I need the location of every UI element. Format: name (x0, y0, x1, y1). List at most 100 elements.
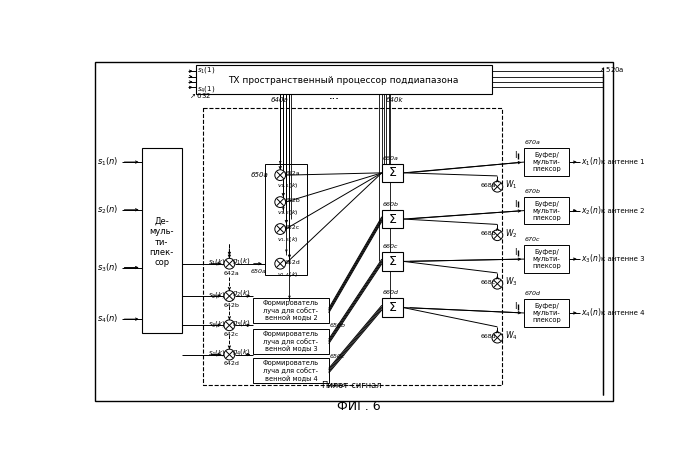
Text: 650d: 650d (330, 383, 346, 388)
Text: ФИГ. 6: ФИГ. 6 (337, 400, 381, 413)
Text: $W_4$: $W_4$ (505, 330, 518, 342)
Circle shape (224, 259, 234, 269)
Text: $\Sigma$: $\Sigma$ (388, 255, 397, 268)
Circle shape (224, 291, 234, 301)
Circle shape (492, 181, 503, 192)
Text: $s_1(1)$: $s_1(1)$ (197, 65, 216, 75)
Text: $v_{1,1}(k)$: $v_{1,1}(k)$ (277, 182, 299, 191)
Text: $W_3$: $W_3$ (505, 276, 517, 288)
Bar (382, 252, 403, 271)
Text: $W_2$: $W_2$ (505, 227, 517, 240)
Text: Буфер/
мульти-
плексор: Буфер/ мульти- плексор (532, 303, 561, 323)
Text: 650a: 650a (251, 269, 267, 274)
Text: I: I (514, 200, 517, 209)
Circle shape (224, 349, 234, 360)
Text: $s_2(n)$: $s_2(n)$ (97, 204, 118, 216)
Text: Формирователь
луча для собст-
венной моды 2: Формирователь луча для собст- венной мод… (263, 300, 319, 321)
Bar (203, 108, 502, 385)
Circle shape (224, 320, 234, 331)
Text: $v_{1,3}(k)$: $v_{1,3}(k)$ (277, 236, 299, 245)
Text: 670b: 670b (524, 189, 540, 193)
Text: 650c: 650c (330, 354, 345, 359)
Text: $\Sigma$: $\Sigma$ (388, 213, 397, 226)
Text: $\Sigma$: $\Sigma$ (388, 166, 397, 179)
Text: $x_4(n)$: $x_4(n)$ (581, 307, 602, 319)
Bar (195, 65, 492, 94)
Bar (265, 164, 307, 275)
Bar (382, 210, 403, 228)
Text: $s_1(n)$: $s_1(n)$ (97, 156, 118, 168)
Bar (141, 148, 181, 333)
Text: $W_1$: $W_1$ (505, 179, 517, 192)
Text: 660a: 660a (383, 155, 398, 160)
Text: 668a: 668a (480, 183, 496, 188)
Bar (524, 299, 569, 327)
Text: Буфер/
мульти-
плексор: Буфер/ мульти- плексор (532, 249, 561, 269)
Text: 650a: 650a (251, 172, 269, 178)
Text: 668d: 668d (480, 333, 496, 339)
Text: $g_3(k)$: $g_3(k)$ (232, 318, 251, 328)
Text: $s_2(k)$: $s_2(k)$ (208, 290, 226, 299)
Text: $x_3(n)$: $x_3(n)$ (581, 253, 602, 266)
Text: 652c: 652c (285, 225, 300, 230)
Text: $\nearrow$632: $\nearrow$632 (188, 92, 211, 100)
Text: 642c: 642c (224, 332, 239, 337)
Text: Де-
муль-
ти-
плек-
сор: Де- муль- ти- плек- сор (149, 217, 174, 267)
Text: к антенне 1: к антенне 1 (601, 159, 645, 165)
Text: TX пространственный процессор поддиапазона: TX пространственный процессор поддиапазо… (228, 76, 458, 85)
Text: Формирователь
луча для собст-
венной моды 3: Формирователь луча для собст- венной мод… (263, 331, 319, 352)
Text: $s_4(1)$: $s_4(1)$ (197, 84, 216, 94)
Bar (524, 148, 569, 176)
Text: 668b: 668b (480, 231, 496, 236)
Text: 670d: 670d (524, 291, 540, 296)
Text: $s_3(k)$: $s_3(k)$ (208, 319, 226, 329)
Bar (253, 329, 329, 354)
Text: I: I (514, 302, 517, 312)
Circle shape (492, 279, 503, 289)
Text: 640k: 640k (386, 97, 403, 103)
Text: $s_3(n)$: $s_3(n)$ (97, 261, 118, 274)
Text: $v_{1,2}(k)$: $v_{1,2}(k)$ (277, 209, 299, 218)
Bar (253, 359, 329, 383)
Circle shape (492, 230, 503, 240)
Text: I: I (514, 248, 517, 258)
Text: 668c: 668c (480, 279, 496, 285)
Text: $s_4(n)$: $s_4(n)$ (97, 313, 118, 325)
Text: $s_4(k)$: $s_4(k)$ (208, 348, 226, 358)
Bar (524, 197, 569, 225)
Text: 670a: 670a (524, 140, 540, 145)
Text: 652d: 652d (285, 259, 300, 265)
Text: к антенне 3: к антенне 3 (601, 256, 645, 262)
Text: $\Sigma$: $\Sigma$ (388, 301, 397, 314)
Text: 640a: 640a (271, 97, 288, 103)
Text: 652b: 652b (285, 198, 300, 203)
Text: I: I (514, 152, 517, 160)
Bar (382, 299, 403, 317)
Text: 642d: 642d (224, 361, 240, 366)
Text: Буфер/
мульти-
плексор: Буфер/ мульти- плексор (532, 200, 561, 220)
Bar (382, 164, 403, 182)
Bar (253, 299, 329, 323)
Circle shape (275, 170, 286, 180)
Text: $v_{1,4}(k)$: $v_{1,4}(k)$ (277, 271, 299, 279)
Text: 642b: 642b (224, 303, 240, 308)
Text: 660c: 660c (383, 244, 398, 249)
Text: 670c: 670c (524, 237, 540, 242)
Text: $x_2(n)$: $x_2(n)$ (581, 204, 602, 217)
Circle shape (275, 197, 286, 207)
Text: Буфер/
мульти-
плексор: Буфер/ мульти- плексор (532, 152, 561, 172)
Text: 642a: 642a (224, 271, 239, 276)
Text: 660d: 660d (383, 290, 398, 295)
Circle shape (492, 332, 503, 343)
Text: ···: ··· (329, 94, 340, 104)
Text: 652a: 652a (285, 171, 300, 176)
Text: 660b: 660b (383, 202, 398, 207)
Text: 650b: 650b (330, 323, 346, 328)
Text: $g_4(k)$: $g_4(k)$ (232, 347, 251, 357)
Circle shape (275, 259, 286, 269)
Text: ···: ··· (329, 94, 340, 104)
Text: $x_1(n)$: $x_1(n)$ (581, 156, 602, 168)
Text: $s_1(k)$: $s_1(k)$ (208, 257, 226, 267)
Text: к антенне 4: к антенне 4 (601, 310, 645, 316)
Text: Формирователь
луча для собст-
венной моды 4: Формирователь луча для собст- венной мод… (263, 360, 319, 381)
